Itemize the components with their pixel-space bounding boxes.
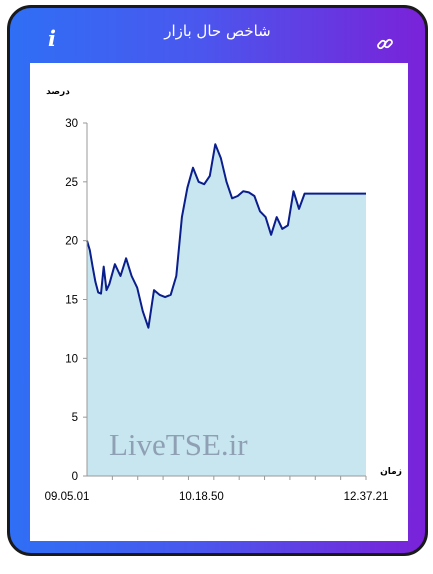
series-area — [87, 144, 366, 476]
series-line — [86, 143, 366, 329]
chart-panel: درصد زمان 0 5 10 15 20 25 30 09.05.01 10.18.50 12… — [30, 63, 408, 541]
y-tick-label: 0 — [72, 471, 78, 483]
y-tick-label: 10 — [65, 353, 78, 365]
x-axis-title: زمان — [380, 467, 402, 477]
card-title: شاخص حال بازار — [164, 22, 271, 40]
y-tick-label: 15 — [65, 295, 78, 307]
y-tick-label: 30 — [65, 118, 78, 130]
y-tick-label: 5 — [72, 412, 78, 424]
x-tick-label: 09.05.01 — [45, 491, 90, 503]
x-tick-label: 12.37.21 — [344, 491, 389, 503]
market-index-chart: درصد زمان 0 5 10 15 20 25 30 09.05.01 10.18.50 12… — [45, 87, 402, 503]
y-axis-title: درصد — [46, 87, 70, 97]
link-icon[interactable] — [376, 35, 394, 53]
y-tick-label: 20 — [65, 236, 78, 248]
market-index-card: شاخص حال بازار i درصد زمان 0 5 10 15 20 25 30 0… — [7, 5, 428, 556]
info-icon[interactable]: i — [48, 26, 56, 51]
card-header: شاخص حال بازار i — [10, 8, 425, 60]
watermark: LiveTSE.ir — [109, 427, 248, 462]
y-tick-label: 25 — [65, 177, 78, 189]
x-tick-label: 10.18.50 — [179, 491, 224, 503]
